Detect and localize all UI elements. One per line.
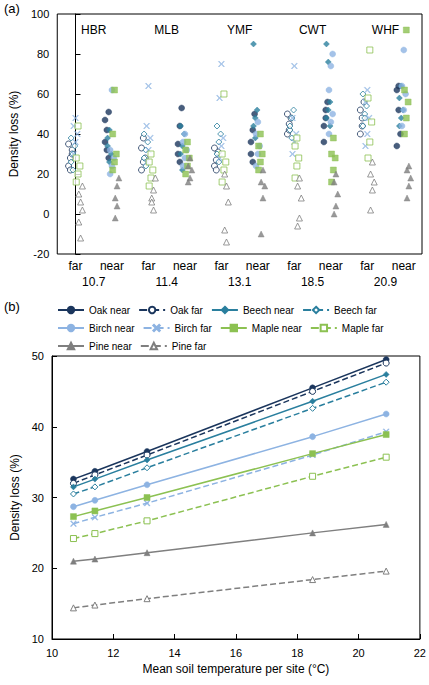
svg-text:20: 20: [37, 168, 49, 180]
svg-text:Density loss (%): Density loss (%): [8, 454, 22, 541]
svg-text:Mean soil temperature per site: Mean soil temperature per site (°C): [143, 662, 330, 676]
svg-text:Density loss (%): Density loss (%): [7, 91, 21, 178]
svg-text:(a): (a): [4, 1, 20, 16]
svg-text:50: 50: [32, 350, 44, 362]
svg-text:Beech near: Beech near: [243, 305, 295, 316]
svg-text:WHF: WHF: [372, 23, 399, 37]
svg-text:near: near: [173, 259, 197, 273]
svg-text:14: 14: [169, 647, 181, 659]
svg-text:10: 10: [46, 647, 58, 659]
svg-text:40: 40: [37, 128, 49, 140]
svg-text:CWT: CWT: [299, 23, 327, 37]
svg-text:far: far: [141, 259, 155, 273]
svg-text:Maple far: Maple far: [342, 323, 384, 334]
svg-text:80: 80: [37, 48, 49, 60]
svg-text:Beech far: Beech far: [334, 305, 377, 316]
svg-text:(b): (b): [4, 299, 20, 314]
svg-text:MLB: MLB: [154, 23, 179, 37]
svg-text:16: 16: [230, 647, 242, 659]
svg-text:40: 40: [32, 421, 44, 433]
svg-text:13.1: 13.1: [228, 275, 252, 289]
svg-text:far: far: [68, 259, 82, 273]
svg-text:far: far: [214, 259, 228, 273]
svg-text:YMF: YMF: [227, 23, 252, 37]
svg-text:11.4: 11.4: [155, 275, 178, 289]
svg-text:12: 12: [107, 647, 119, 659]
svg-text:near: near: [100, 259, 124, 273]
svg-text:18: 18: [291, 647, 303, 659]
svg-text:Birch near: Birch near: [89, 323, 135, 334]
svg-text:22: 22: [414, 647, 426, 659]
svg-text:near: near: [246, 259, 270, 273]
svg-text:20: 20: [32, 562, 44, 574]
svg-text:Birch far: Birch far: [175, 323, 213, 334]
svg-text:10.7: 10.7: [82, 275, 106, 289]
svg-text:far: far: [360, 259, 374, 273]
svg-text:far: far: [287, 259, 301, 273]
svg-text:-20: -20: [33, 248, 49, 260]
svg-text:60: 60: [37, 88, 49, 100]
svg-text:near: near: [392, 259, 416, 273]
svg-text:20.9: 20.9: [374, 275, 398, 289]
svg-text:0: 0: [43, 208, 49, 220]
svg-text:Pine far: Pine far: [172, 341, 207, 352]
svg-text:Oak far: Oak far: [170, 305, 203, 316]
svg-text:20: 20: [352, 647, 364, 659]
svg-text:Oak near: Oak near: [89, 305, 131, 316]
svg-text:30: 30: [32, 492, 44, 504]
svg-text:Pine near: Pine near: [89, 341, 132, 352]
svg-text:18.5: 18.5: [301, 275, 325, 289]
svg-text:10: 10: [32, 633, 44, 645]
svg-text:near: near: [319, 259, 343, 273]
svg-text:HBR: HBR: [81, 23, 107, 37]
svg-text:Maple near: Maple near: [252, 323, 303, 334]
svg-text:100: 100: [31, 8, 49, 20]
